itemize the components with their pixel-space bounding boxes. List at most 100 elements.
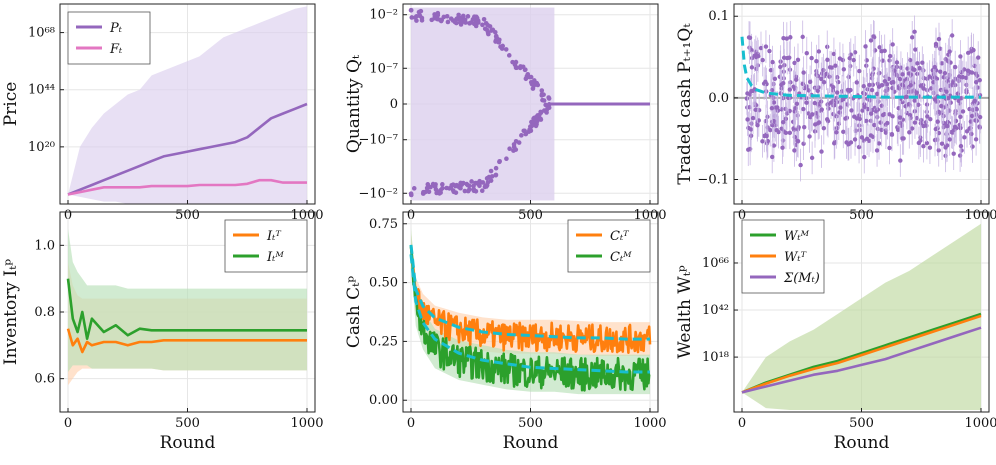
traded-cash-point: [894, 60, 900, 65]
traded-cash-point: [928, 116, 933, 122]
traded-cash-point: [795, 57, 801, 63]
series-line: [409, 244, 652, 354]
quantity-point: [419, 18, 425, 23]
y-tick-label: 0.0: [708, 91, 729, 106]
traded-cash-point: [977, 77, 982, 83]
quantity-point: [539, 88, 545, 93]
band-wealth: [742, 223, 981, 411]
quantity-point: [541, 92, 546, 97]
quantity-point: [417, 13, 422, 18]
traded-cash-point: [818, 99, 824, 104]
y-axis-label: Cash Cₜᵖ: [344, 276, 364, 348]
traded-cash-point: [753, 107, 758, 113]
traded-cash-point: [825, 102, 830, 107]
quantity-point: [460, 13, 466, 19]
traded-cash-point: [800, 81, 805, 87]
quantity-point: [483, 183, 488, 188]
traded-cash-point: [936, 36, 942, 42]
x-tick-label: 500: [849, 416, 874, 431]
traded-cash-point: [898, 158, 903, 163]
traded-cash-point: [832, 141, 837, 146]
quantity-point: [541, 98, 547, 103]
traded-cash-point: [897, 115, 903, 120]
traded-cash-point: [864, 63, 869, 68]
plot-area: [66, 228, 307, 386]
y-tick-label: −10⁻²: [358, 186, 398, 201]
traded-cash-point: [862, 154, 867, 160]
quantity-point: [452, 19, 458, 25]
traded-cash-point: [951, 151, 956, 156]
traded-cash-point: [969, 113, 975, 119]
quantity-point: [426, 189, 432, 195]
y-tick-label: 0.50: [369, 276, 398, 291]
traded-cash-point: [936, 109, 941, 115]
traded-cash-point: [781, 36, 786, 41]
traded-cash-point: [891, 79, 896, 85]
quantity-point: [533, 123, 539, 129]
traded-cash-point: [964, 129, 970, 134]
traded-cash-point: [787, 67, 793, 72]
traded-cash-point: [841, 67, 847, 72]
x-tick-label: 0: [738, 416, 746, 431]
quantity-point: [411, 186, 417, 191]
traded-cash-point: [901, 136, 906, 141]
traded-cash-point: [768, 68, 774, 73]
traded-cash-point: [745, 117, 750, 122]
traded-cash-point: [973, 137, 979, 142]
traded-cash-point: [874, 148, 880, 153]
traded-cash-point: [932, 64, 937, 70]
y-tick-label: 0.25: [369, 334, 398, 349]
quantity-point: [421, 190, 426, 196]
traded-cash-point: [809, 155, 815, 161]
traded-cash-point: [880, 112, 886, 118]
traded-cash-point: [835, 90, 840, 95]
traded-cash-point: [851, 57, 856, 63]
quantity-point: [476, 20, 481, 25]
traded-cash-point: [825, 57, 830, 63]
legend-label: Cₜᵀ: [610, 229, 629, 244]
traded-cash-point: [960, 74, 965, 80]
traded-cash-point: [834, 95, 839, 101]
traded-cash-point: [807, 134, 812, 139]
traded-cash-point: [948, 60, 953, 65]
traded-cash-point: [859, 135, 865, 140]
traded-cash-point: [827, 74, 832, 79]
traded-cash-point: [861, 84, 866, 89]
traded-cash-point: [770, 122, 775, 128]
traded-cash-point: [887, 58, 892, 63]
traded-cash-point: [976, 55, 981, 60]
traded-cash-point: [927, 145, 933, 150]
quantity-point: [485, 22, 491, 28]
traded-cash-point: [869, 87, 875, 93]
mean-line: [740, 36, 981, 99]
quantity-point: [432, 15, 438, 21]
quantity-point: [504, 156, 509, 162]
y-tick-label: 10⁶⁶: [702, 256, 729, 271]
traded-cash-point: [778, 64, 783, 70]
traded-cash-point: [824, 71, 829, 76]
quantity-point: [546, 105, 552, 111]
traded-cash-point: [765, 138, 770, 144]
traded-cash-point: [833, 63, 838, 68]
chart-cash: 0 500 1000 0.00 0.25 0.50 0.75 Cash Cₜᵖ Round Cₜᵀ…: [344, 211, 667, 453]
legend: Pₜ Fₜ: [67, 11, 151, 65]
traded-cash-point: [875, 114, 880, 120]
quantity-point: [510, 59, 515, 65]
traded-cash-point: [787, 55, 792, 60]
traded-cash-point: [862, 104, 867, 110]
y-tick-label: 10⁻⁷: [369, 61, 398, 76]
traded-cash-point: [848, 63, 853, 69]
y-axis-label: Quantity Qₜ: [344, 54, 364, 153]
traded-cash-point: [920, 60, 925, 65]
traded-cash-point: [921, 86, 926, 91]
traded-cash-point: [939, 61, 945, 66]
traded-cash-point: [977, 114, 983, 120]
traded-cash-point: [909, 35, 915, 40]
y-axis-label: Inventory Iₜᵖ: [1, 259, 21, 365]
traded-cash-point: [827, 65, 833, 70]
traded-cash-point: [947, 49, 952, 54]
traded-cash-point: [965, 68, 971, 73]
traded-cash-point: [918, 121, 924, 126]
